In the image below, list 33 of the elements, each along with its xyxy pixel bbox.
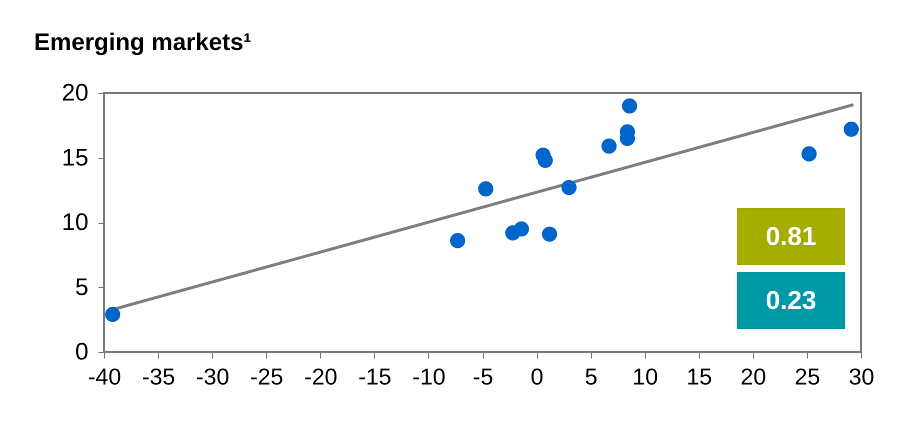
x-tick-label: 5 xyxy=(584,364,598,390)
point xyxy=(514,221,530,237)
x-tick-label: 25 xyxy=(794,364,820,390)
y-tick-label: 20 xyxy=(62,80,88,106)
point xyxy=(105,306,120,322)
x-tick-label: 0 xyxy=(530,364,544,390)
y-tick-label: 15 xyxy=(62,144,88,172)
annotation: 0.23 xyxy=(766,285,816,315)
x-tick-label: -15 xyxy=(358,364,392,390)
x-tick-label: -25 xyxy=(250,364,284,390)
x-tick-label: -10 xyxy=(412,364,446,390)
y-tick-label: 10 xyxy=(62,209,88,236)
x-tick-label: 20 xyxy=(740,364,766,390)
point xyxy=(802,146,817,162)
x-tick-label: -30 xyxy=(196,364,230,390)
y-tick-label: 5 xyxy=(75,274,88,301)
point xyxy=(622,98,638,114)
x-tick-label: 30 xyxy=(848,364,874,390)
point xyxy=(844,122,859,137)
x-tick-label: 10 xyxy=(632,364,658,390)
x-tick-label: -35 xyxy=(142,364,176,390)
point xyxy=(561,180,577,196)
annotation: 0.81 xyxy=(766,221,816,251)
x-tick-label: -40 xyxy=(88,364,122,390)
x-tick-label: -20 xyxy=(304,364,338,390)
y-tick-label: 0 xyxy=(75,338,88,366)
point xyxy=(450,233,466,248)
x-tick-label: -5 xyxy=(472,364,494,390)
x-tick-label: 15 xyxy=(686,364,712,390)
point xyxy=(478,181,494,196)
point xyxy=(601,138,617,154)
chart-title: Emerging markets¹ xyxy=(34,29,252,56)
point xyxy=(542,226,558,242)
